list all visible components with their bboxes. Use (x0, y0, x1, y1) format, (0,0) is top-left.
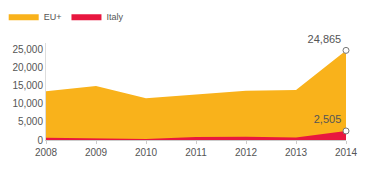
svg-text:24,865: 24,865 (308, 33, 342, 45)
svg-text:2012: 2012 (235, 147, 258, 158)
svg-text:2014: 2014 (335, 147, 358, 158)
svg-text:EU+: EU+ (44, 12, 62, 22)
svg-text:2013: 2013 (285, 147, 308, 158)
svg-text:20,000: 20,000 (12, 62, 43, 73)
svg-text:0: 0 (37, 135, 43, 146)
svg-text:10,000: 10,000 (12, 98, 43, 109)
svg-text:2009: 2009 (85, 147, 108, 158)
svg-text:Italy: Italy (106, 12, 123, 22)
svg-text:2,505: 2,505 (314, 113, 342, 125)
svg-text:2010: 2010 (135, 147, 158, 158)
svg-text:2008: 2008 (35, 147, 58, 158)
svg-text:2011: 2011 (185, 147, 207, 158)
svg-text:25,000: 25,000 (12, 44, 43, 55)
svg-text:5,000: 5,000 (18, 116, 43, 127)
svg-text:15,000: 15,000 (12, 80, 43, 91)
